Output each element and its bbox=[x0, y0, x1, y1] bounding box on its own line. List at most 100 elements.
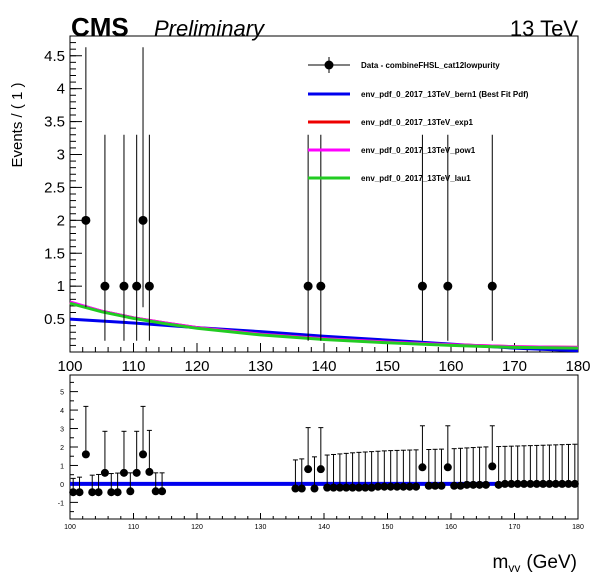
ratio-x-tick-label: 140 bbox=[318, 524, 330, 531]
ratio-point bbox=[380, 482, 389, 491]
main-y-tick-label: 1 bbox=[57, 278, 65, 295]
ratio-x-tick-label: 110 bbox=[128, 524, 139, 531]
ratio-y-tick-label: -1 bbox=[58, 500, 64, 507]
ratio-point bbox=[545, 479, 554, 488]
ratio-point bbox=[386, 482, 395, 491]
ratio-x-tick-label: 170 bbox=[509, 524, 521, 531]
ratio-x-tick-label: 130 bbox=[255, 524, 267, 531]
ratio-point bbox=[126, 487, 135, 496]
ratio-point bbox=[418, 463, 427, 472]
legend-label: env_pdf_0_2017_13TeV_bern1 (Best Fit Pdf… bbox=[361, 90, 529, 99]
main-x-tick-label: 100 bbox=[57, 358, 82, 375]
ratio-point bbox=[354, 483, 363, 492]
ratio-point bbox=[367, 483, 376, 492]
data-point bbox=[144, 281, 154, 291]
ratio-point bbox=[558, 479, 567, 488]
ratio-point bbox=[469, 480, 478, 489]
main-x-tick-label: 120 bbox=[184, 358, 209, 375]
data-point bbox=[81, 215, 91, 225]
ratio-point bbox=[69, 488, 78, 497]
ratio-point bbox=[450, 481, 459, 490]
main-y-tick-label: 3 bbox=[57, 147, 65, 164]
ratio-point bbox=[488, 462, 497, 471]
main-ylabel: Events / ( 1 ) bbox=[9, 82, 26, 167]
ratio-point bbox=[139, 450, 148, 459]
legend-data-marker bbox=[324, 60, 334, 70]
ratio-x-tick-label: 120 bbox=[191, 524, 203, 531]
data-point bbox=[119, 281, 129, 291]
main-y-tick-label: 4 bbox=[57, 81, 65, 98]
ratio-point bbox=[145, 467, 154, 476]
data-point bbox=[487, 281, 497, 291]
data-point bbox=[132, 281, 142, 291]
ratio-point bbox=[113, 488, 122, 497]
ratio-point bbox=[335, 483, 344, 492]
main-y-tick-label: 2 bbox=[57, 212, 65, 229]
ratio-plot-frame bbox=[69, 374, 579, 520]
ratio-point bbox=[297, 484, 306, 493]
ratio-point bbox=[443, 463, 452, 472]
ratio-point bbox=[412, 482, 421, 491]
ratio-y-tick-label: 1 bbox=[60, 463, 64, 470]
ratio-point bbox=[291, 484, 300, 493]
data-point bbox=[316, 281, 326, 291]
legend-label: env_pdf_0_2017_13TeV_lau1 bbox=[361, 174, 471, 183]
legend-label: env_pdf_0_2017_13TeV_pow1 bbox=[361, 146, 476, 155]
ratio-point bbox=[316, 465, 325, 474]
data-point bbox=[417, 281, 427, 291]
main-y-tick-label: 2.5 bbox=[44, 179, 65, 196]
ratio-point bbox=[94, 488, 103, 497]
main-x-tick-label: 170 bbox=[502, 358, 527, 375]
ratio-point bbox=[475, 480, 484, 489]
ratio-point bbox=[526, 479, 535, 488]
ratio-point bbox=[507, 479, 516, 488]
ratio-point bbox=[107, 488, 116, 497]
legend-label: env_pdf_0_2017_13TeV_exp1 bbox=[361, 118, 473, 127]
ratio-point bbox=[119, 468, 128, 477]
ratio-point bbox=[424, 481, 433, 490]
legend-data-label: Data - combineFHSL_cat12lowpurity bbox=[361, 61, 500, 70]
data-point bbox=[303, 281, 313, 291]
ratio-point bbox=[88, 488, 97, 497]
ratio-point bbox=[564, 479, 573, 488]
main-x-tick-label: 180 bbox=[565, 358, 590, 375]
data-point bbox=[138, 215, 148, 225]
ratio-point bbox=[158, 487, 167, 496]
main-x-tick-label: 150 bbox=[375, 358, 400, 375]
ratio-y-tick-label: 5 bbox=[60, 390, 64, 397]
main-y-tick-label: 0.5 bbox=[44, 311, 65, 328]
ratio-point bbox=[100, 468, 109, 477]
ratio-point bbox=[329, 483, 338, 492]
ratio-y-tick-label: 2 bbox=[60, 445, 64, 452]
main-plot-frame bbox=[69, 35, 579, 353]
ratio-point bbox=[462, 480, 471, 489]
ratio-point bbox=[494, 480, 503, 489]
ratio-point bbox=[132, 468, 141, 477]
fit-curve bbox=[69, 301, 579, 350]
ratio-point bbox=[513, 479, 522, 488]
main-x-tick-label: 130 bbox=[248, 358, 273, 375]
ratio-point bbox=[500, 479, 509, 488]
ratio-point bbox=[570, 479, 579, 488]
ratio-point bbox=[75, 488, 84, 497]
main-x-tick-label: 160 bbox=[438, 358, 463, 375]
ratio-point bbox=[310, 484, 319, 493]
ratio-xlabel: mγγ (GeV) bbox=[492, 552, 577, 572]
ratio-point bbox=[323, 483, 332, 492]
main-y-tick-label: 1.5 bbox=[44, 245, 65, 262]
legend: Data - combineFHSL_cat12lowpurity env_pdf… bbox=[308, 57, 529, 183]
ratio-point bbox=[342, 483, 351, 492]
ratio-x-tick-label: 160 bbox=[445, 524, 457, 531]
main-plot-layer: 100 110 120 130 140 150 160 170 180 0.5 1 1.5 2 2.5 3 3… bbox=[44, 35, 591, 375]
ratio-point bbox=[393, 482, 402, 491]
main-x-tick-label: 140 bbox=[311, 358, 336, 375]
data-point bbox=[100, 281, 110, 291]
ratio-point bbox=[405, 482, 414, 491]
ratio-point bbox=[551, 479, 560, 488]
ratio-point bbox=[304, 465, 313, 474]
ratio-point bbox=[437, 481, 446, 490]
ratio-point bbox=[456, 481, 465, 490]
ratio-y-tick-label: 0 bbox=[60, 482, 64, 489]
ratio-x-tick-label: 180 bbox=[572, 524, 584, 531]
